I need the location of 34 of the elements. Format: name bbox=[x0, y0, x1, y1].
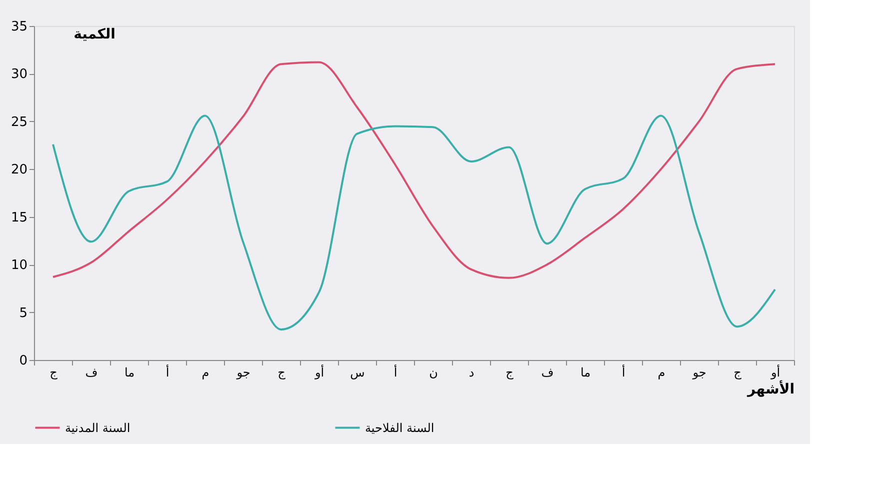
x-tick-label: جو bbox=[236, 366, 250, 380]
x-tick-label: ما bbox=[580, 366, 591, 380]
x-tick-label: ج bbox=[734, 366, 742, 380]
legend-label: السنة الفلاحية bbox=[365, 420, 434, 435]
x-tick-label: أ bbox=[166, 364, 170, 380]
y-tick-label: 0 bbox=[19, 354, 28, 368]
x-tick-label: ج bbox=[506, 366, 514, 380]
x-tick-label: جو bbox=[692, 366, 706, 380]
x-tick-label: د bbox=[468, 366, 474, 380]
y-tick-label: 15 bbox=[10, 210, 28, 226]
x-tick-label: ف bbox=[85, 366, 98, 380]
legend-label: السنة المدنية bbox=[65, 420, 130, 435]
line-series bbox=[52, 61, 776, 279]
y-tick-label: 30 bbox=[10, 67, 28, 82]
x-tick-label: أ bbox=[622, 364, 626, 380]
y-axis-title: الكمية bbox=[74, 26, 116, 42]
x-tick-label: أو bbox=[314, 364, 324, 380]
x-axis-title: الأشهر bbox=[746, 380, 794, 398]
y-tick-label: 10 bbox=[10, 258, 28, 274]
x-tick-label: أ bbox=[394, 364, 398, 380]
line-series bbox=[52, 114, 776, 330]
x-tick-label: س bbox=[350, 366, 365, 380]
x-tick-label: م bbox=[202, 366, 210, 380]
x-tick-label: ف bbox=[541, 366, 554, 380]
x-tick-label: ن bbox=[429, 366, 438, 380]
y-tick-label: 20 bbox=[10, 162, 28, 178]
x-tick-label: ج bbox=[278, 366, 286, 380]
y-tick-label: 5 bbox=[19, 306, 28, 321]
x-tick-label: ما bbox=[124, 366, 135, 380]
x-tick-label: ج bbox=[50, 366, 58, 380]
x-tick-label: أو bbox=[770, 364, 780, 380]
y-tick-label: 25 bbox=[10, 114, 28, 130]
y-tick-label: 35 bbox=[10, 20, 28, 34]
x-tick-label: م bbox=[658, 366, 666, 380]
